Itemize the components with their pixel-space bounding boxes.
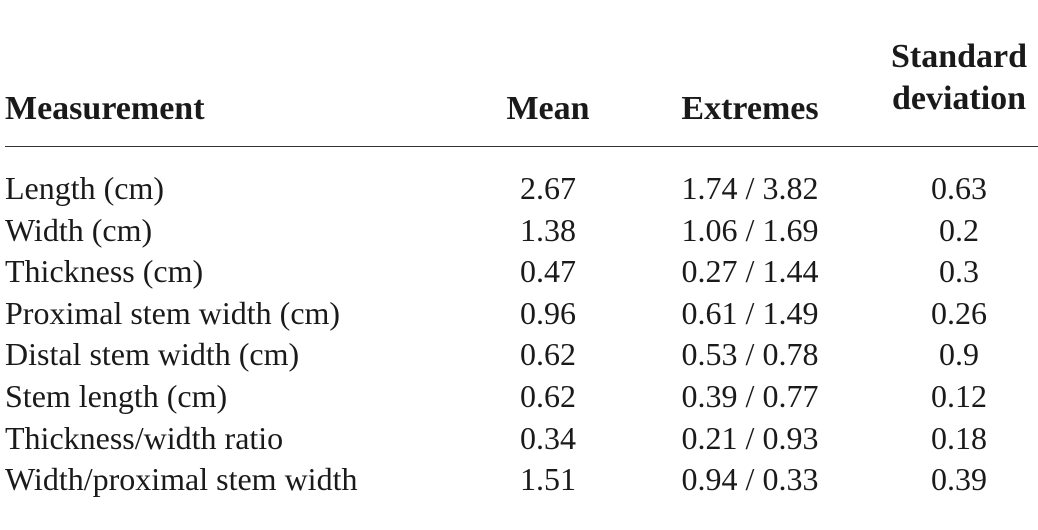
cell-sd: 0.18 [931, 419, 987, 456]
cell-measurement: Stem length (cm) [5, 377, 228, 414]
table-row: Stem length (cm) 0.62 0.39 / 0.77 0.12 [0, 376, 1038, 418]
cell-mean: 1.38 [520, 211, 576, 248]
header-standard-deviation: Standard deviation [880, 36, 1038, 120]
cell-measurement: Width/proximal stem width [5, 461, 358, 498]
header-sd-line2: deviation [891, 80, 1027, 117]
cell-measurement: Thickness (cm) [5, 253, 204, 290]
table-row: Length (cm) 2.67 1.74 / 3.82 0.63 [0, 168, 1038, 210]
cell-measurement: Proximal stem width (cm) [5, 294, 341, 331]
cell-mean: 0.62 [520, 377, 576, 414]
table-row: Width (cm) 1.38 1.06 / 1.69 0.2 [0, 210, 1038, 252]
cell-sd: 0.26 [931, 294, 987, 331]
cell-extremes: 0.27 / 1.44 [681, 253, 819, 290]
cell-sd: 0.12 [931, 377, 987, 414]
cell-extremes: 0.61 / 1.49 [681, 294, 819, 331]
cell-measurement: Distal stem width (cm) [5, 336, 300, 373]
header-extremes: Extremes [681, 90, 819, 127]
cell-measurement: Width (cm) [5, 211, 153, 248]
table-row: Width/proximal stem width 1.51 0.94 / 0.… [0, 459, 1038, 501]
cell-extremes: 0.39 / 0.77 [681, 377, 819, 414]
table-body: Length (cm) 2.67 1.74 / 3.82 0.63 Width … [0, 168, 1038, 501]
table-row: Distal stem width (cm) 0.62 0.53 / 0.78 … [0, 334, 1038, 376]
table-row: Thickness (cm) 0.47 0.27 / 1.44 0.3 [0, 251, 1038, 293]
cell-extremes: 1.06 / 1.69 [681, 211, 819, 248]
table-row: Proximal stem width (cm) 0.96 0.61 / 1.4… [0, 293, 1038, 335]
table-row: Thickness/width ratio 0.34 0.21 / 0.93 0… [0, 418, 1038, 460]
cell-measurement: Length (cm) [5, 170, 165, 206]
cell-extremes: 0.53 / 0.78 [681, 336, 819, 373]
cell-extremes: 0.94 / 0.33 [681, 461, 819, 498]
cell-mean: 0.34 [520, 419, 576, 456]
cell-mean: 2.67 [520, 170, 576, 206]
header-measurement: Measurement [5, 90, 205, 127]
cell-mean: 0.47 [520, 253, 576, 290]
header-sd-line1: Standard [890, 38, 1028, 75]
cell-sd: 0.63 [931, 170, 987, 206]
cell-sd: 0.3 [939, 253, 979, 290]
cell-extremes: 1.74 / 3.82 [681, 170, 819, 206]
header-mean: Mean [506, 90, 590, 127]
cell-sd: 0.39 [931, 461, 987, 498]
cell-mean: 0.96 [520, 294, 576, 331]
cell-measurement: Thickness/width ratio [5, 419, 284, 456]
cell-sd: 0.2 [939, 211, 979, 248]
header-divider [5, 146, 1038, 147]
cell-mean: 0.62 [520, 336, 576, 373]
cell-mean: 1.51 [520, 461, 576, 498]
cell-extremes: 0.21 / 0.93 [681, 419, 819, 456]
cell-sd: 0.9 [939, 336, 979, 373]
